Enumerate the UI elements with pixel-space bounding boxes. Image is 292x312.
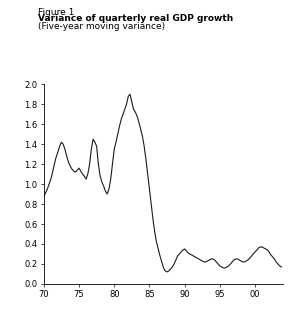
Text: (Five-year moving variance): (Five-year moving variance) bbox=[38, 22, 165, 31]
Text: Figure 1: Figure 1 bbox=[38, 8, 74, 17]
Text: Variance of quarterly real GDP growth: Variance of quarterly real GDP growth bbox=[38, 14, 233, 23]
